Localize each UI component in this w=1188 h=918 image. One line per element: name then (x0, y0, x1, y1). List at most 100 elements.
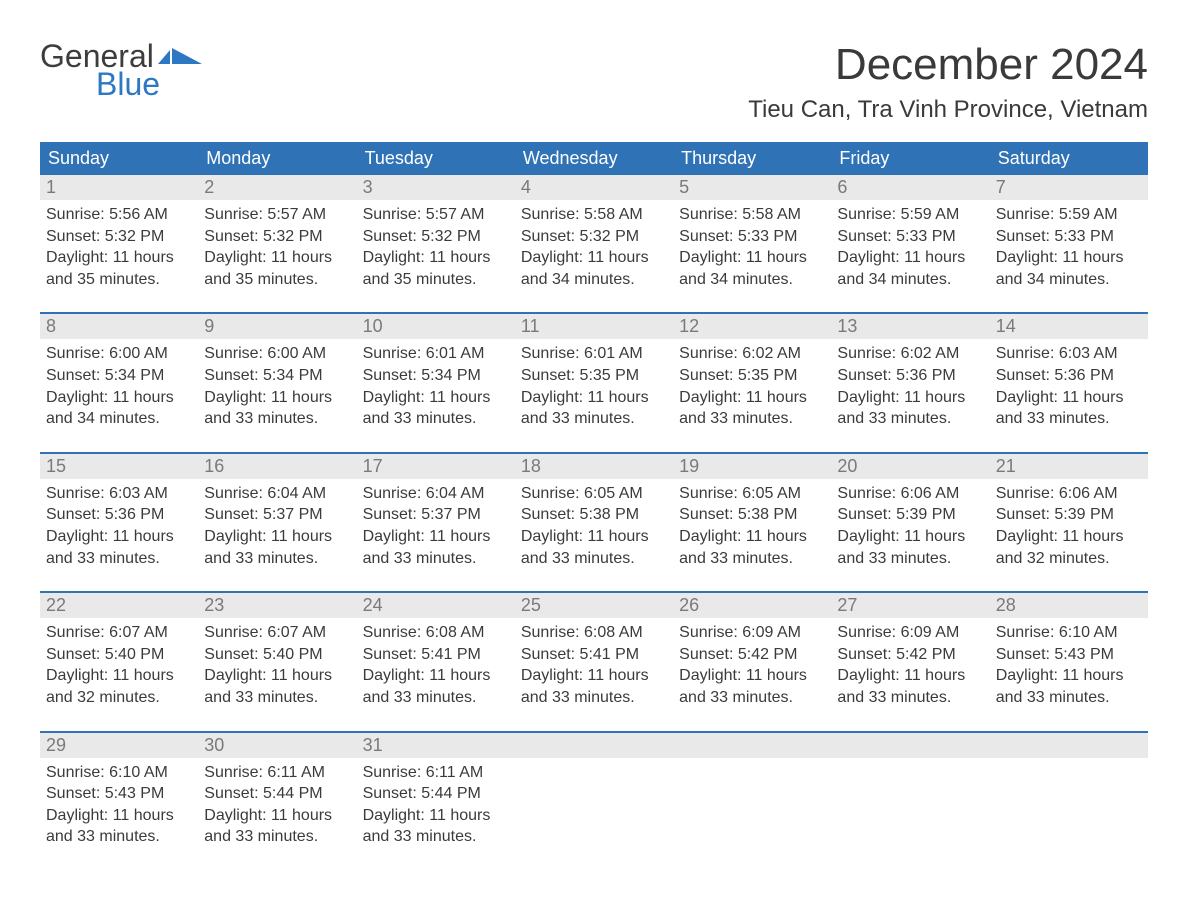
cell-line-day1: Daylight: 11 hours (204, 387, 350, 409)
cell-line-day1: Daylight: 11 hours (996, 247, 1142, 269)
week-row: 1234567Sunrise: 5:56 AMSunset: 5:32 PMDa… (40, 175, 1148, 290)
day-cell: Sunrise: 6:05 AMSunset: 5:38 PMDaylight:… (673, 479, 831, 569)
cell-line-sunrise: Sunrise: 6:06 AM (996, 483, 1142, 505)
cell-line-sunrise: Sunrise: 6:05 AM (679, 483, 825, 505)
day-cell: Sunrise: 5:59 AMSunset: 5:33 PMDaylight:… (990, 200, 1148, 290)
day-cell: Sunrise: 5:56 AMSunset: 5:32 PMDaylight:… (40, 200, 198, 290)
cell-line-sunset: Sunset: 5:41 PM (521, 644, 667, 666)
cell-line-sunset: Sunset: 5:34 PM (204, 365, 350, 387)
cell-line-day2: and 34 minutes. (837, 269, 983, 291)
date-number: 17 (357, 454, 515, 479)
cell-line-sunset: Sunset: 5:35 PM (521, 365, 667, 387)
cell-line-day2: and 33 minutes. (521, 687, 667, 709)
cell-line-day1: Daylight: 11 hours (46, 526, 192, 548)
cell-line-day2: and 33 minutes. (679, 408, 825, 430)
day-cell: Sunrise: 6:09 AMSunset: 5:42 PMDaylight:… (831, 618, 989, 708)
day-cell (990, 758, 1148, 848)
cell-line-day1: Daylight: 11 hours (363, 805, 509, 827)
cell-line-day2: and 33 minutes. (521, 408, 667, 430)
cell-line-day2: and 33 minutes. (204, 408, 350, 430)
day-cell: Sunrise: 6:04 AMSunset: 5:37 PMDaylight:… (357, 479, 515, 569)
week-row: 891011121314Sunrise: 6:00 AMSunset: 5:34… (40, 312, 1148, 429)
cell-line-sunrise: Sunrise: 5:59 AM (837, 204, 983, 226)
day-headers: Sunday Monday Tuesday Wednesday Thursday… (40, 142, 1148, 175)
day-cell: Sunrise: 6:07 AMSunset: 5:40 PMDaylight:… (40, 618, 198, 708)
cell-line-sunrise: Sunrise: 6:06 AM (837, 483, 983, 505)
cell-line-day2: and 33 minutes. (521, 548, 667, 570)
cell-line-day2: and 34 minutes. (679, 269, 825, 291)
cell-line-day1: Daylight: 11 hours (521, 526, 667, 548)
cell-line-sunset: Sunset: 5:32 PM (204, 226, 350, 248)
cell-line-day2: and 33 minutes. (363, 826, 509, 848)
cell-line-sunrise: Sunrise: 6:05 AM (521, 483, 667, 505)
day-cell: Sunrise: 6:00 AMSunset: 5:34 PMDaylight:… (40, 339, 198, 429)
day-cell: Sunrise: 6:06 AMSunset: 5:39 PMDaylight:… (990, 479, 1148, 569)
cell-line-day1: Daylight: 11 hours (46, 805, 192, 827)
day-header-tue: Tuesday (357, 142, 515, 175)
cell-line-day1: Daylight: 11 hours (837, 247, 983, 269)
date-number: 11 (515, 314, 673, 339)
cell-line-day2: and 35 minutes. (204, 269, 350, 291)
cell-line-sunrise: Sunrise: 6:10 AM (46, 762, 192, 784)
date-number: 4 (515, 175, 673, 200)
date-number: 21 (990, 454, 1148, 479)
day-cell: Sunrise: 6:03 AMSunset: 5:36 PMDaylight:… (990, 339, 1148, 429)
cell-line-day2: and 33 minutes. (46, 826, 192, 848)
cell-line-sunset: Sunset: 5:42 PM (837, 644, 983, 666)
location: Tieu Can, Tra Vinh Province, Vietnam (748, 96, 1148, 124)
date-number: 19 (673, 454, 831, 479)
day-cell: Sunrise: 6:07 AMSunset: 5:40 PMDaylight:… (198, 618, 356, 708)
cell-line-day1: Daylight: 11 hours (363, 665, 509, 687)
cell-line-sunset: Sunset: 5:32 PM (363, 226, 509, 248)
day-cell: Sunrise: 6:02 AMSunset: 5:35 PMDaylight:… (673, 339, 831, 429)
day-cell: Sunrise: 6:11 AMSunset: 5:44 PMDaylight:… (198, 758, 356, 848)
cell-line-sunset: Sunset: 5:33 PM (996, 226, 1142, 248)
cell-line-sunset: Sunset: 5:36 PM (996, 365, 1142, 387)
cell-line-sunset: Sunset: 5:36 PM (837, 365, 983, 387)
cell-line-sunrise: Sunrise: 6:04 AM (204, 483, 350, 505)
cell-line-day1: Daylight: 11 hours (996, 387, 1142, 409)
date-number: 24 (357, 593, 515, 618)
cell-line-day2: and 33 minutes. (837, 548, 983, 570)
day-header-thu: Thursday (673, 142, 831, 175)
cell-line-sunset: Sunset: 5:43 PM (996, 644, 1142, 666)
date-number: 9 (198, 314, 356, 339)
cell-line-day2: and 33 minutes. (837, 687, 983, 709)
cell-line-day1: Daylight: 11 hours (521, 387, 667, 409)
cell-line-sunrise: Sunrise: 6:02 AM (679, 343, 825, 365)
day-cell: Sunrise: 6:01 AMSunset: 5:35 PMDaylight:… (515, 339, 673, 429)
cell-line-sunrise: Sunrise: 6:09 AM (679, 622, 825, 644)
day-cell: Sunrise: 6:11 AMSunset: 5:44 PMDaylight:… (357, 758, 515, 848)
date-number: 22 (40, 593, 198, 618)
cell-line-day1: Daylight: 11 hours (204, 247, 350, 269)
cell-line-day2: and 33 minutes. (837, 408, 983, 430)
cell-line-sunset: Sunset: 5:37 PM (204, 504, 350, 526)
cell-line-sunset: Sunset: 5:43 PM (46, 783, 192, 805)
month-title: December 2024 (748, 40, 1148, 90)
cell-line-sunrise: Sunrise: 5:56 AM (46, 204, 192, 226)
day-cell: Sunrise: 6:03 AMSunset: 5:36 PMDaylight:… (40, 479, 198, 569)
cell-line-day1: Daylight: 11 hours (996, 526, 1142, 548)
date-row: 891011121314 (40, 314, 1148, 339)
cell-line-sunrise: Sunrise: 6:11 AM (204, 762, 350, 784)
cell-line-sunrise: Sunrise: 5:57 AM (363, 204, 509, 226)
header: General Blue December 2024 Tieu Can, Tra… (40, 40, 1148, 124)
cell-line-day1: Daylight: 11 hours (679, 387, 825, 409)
day-header-fri: Friday (831, 142, 989, 175)
date-number: 16 (198, 454, 356, 479)
cell-line-sunrise: Sunrise: 6:01 AM (521, 343, 667, 365)
cell-line-day2: and 33 minutes. (204, 826, 350, 848)
cell-line-sunrise: Sunrise: 6:01 AM (363, 343, 509, 365)
day-cell (515, 758, 673, 848)
cell-line-sunrise: Sunrise: 6:00 AM (204, 343, 350, 365)
cell-line-sunrise: Sunrise: 6:08 AM (363, 622, 509, 644)
cell-line-day1: Daylight: 11 hours (837, 387, 983, 409)
cell-line-sunrise: Sunrise: 6:04 AM (363, 483, 509, 505)
date-number: 5 (673, 175, 831, 200)
cell-line-sunset: Sunset: 5:34 PM (363, 365, 509, 387)
cell-line-day1: Daylight: 11 hours (679, 247, 825, 269)
title-block: December 2024 Tieu Can, Tra Vinh Provinc… (748, 40, 1148, 124)
cell-line-day1: Daylight: 11 hours (204, 526, 350, 548)
cell-line-day2: and 34 minutes. (996, 269, 1142, 291)
date-number: 12 (673, 314, 831, 339)
